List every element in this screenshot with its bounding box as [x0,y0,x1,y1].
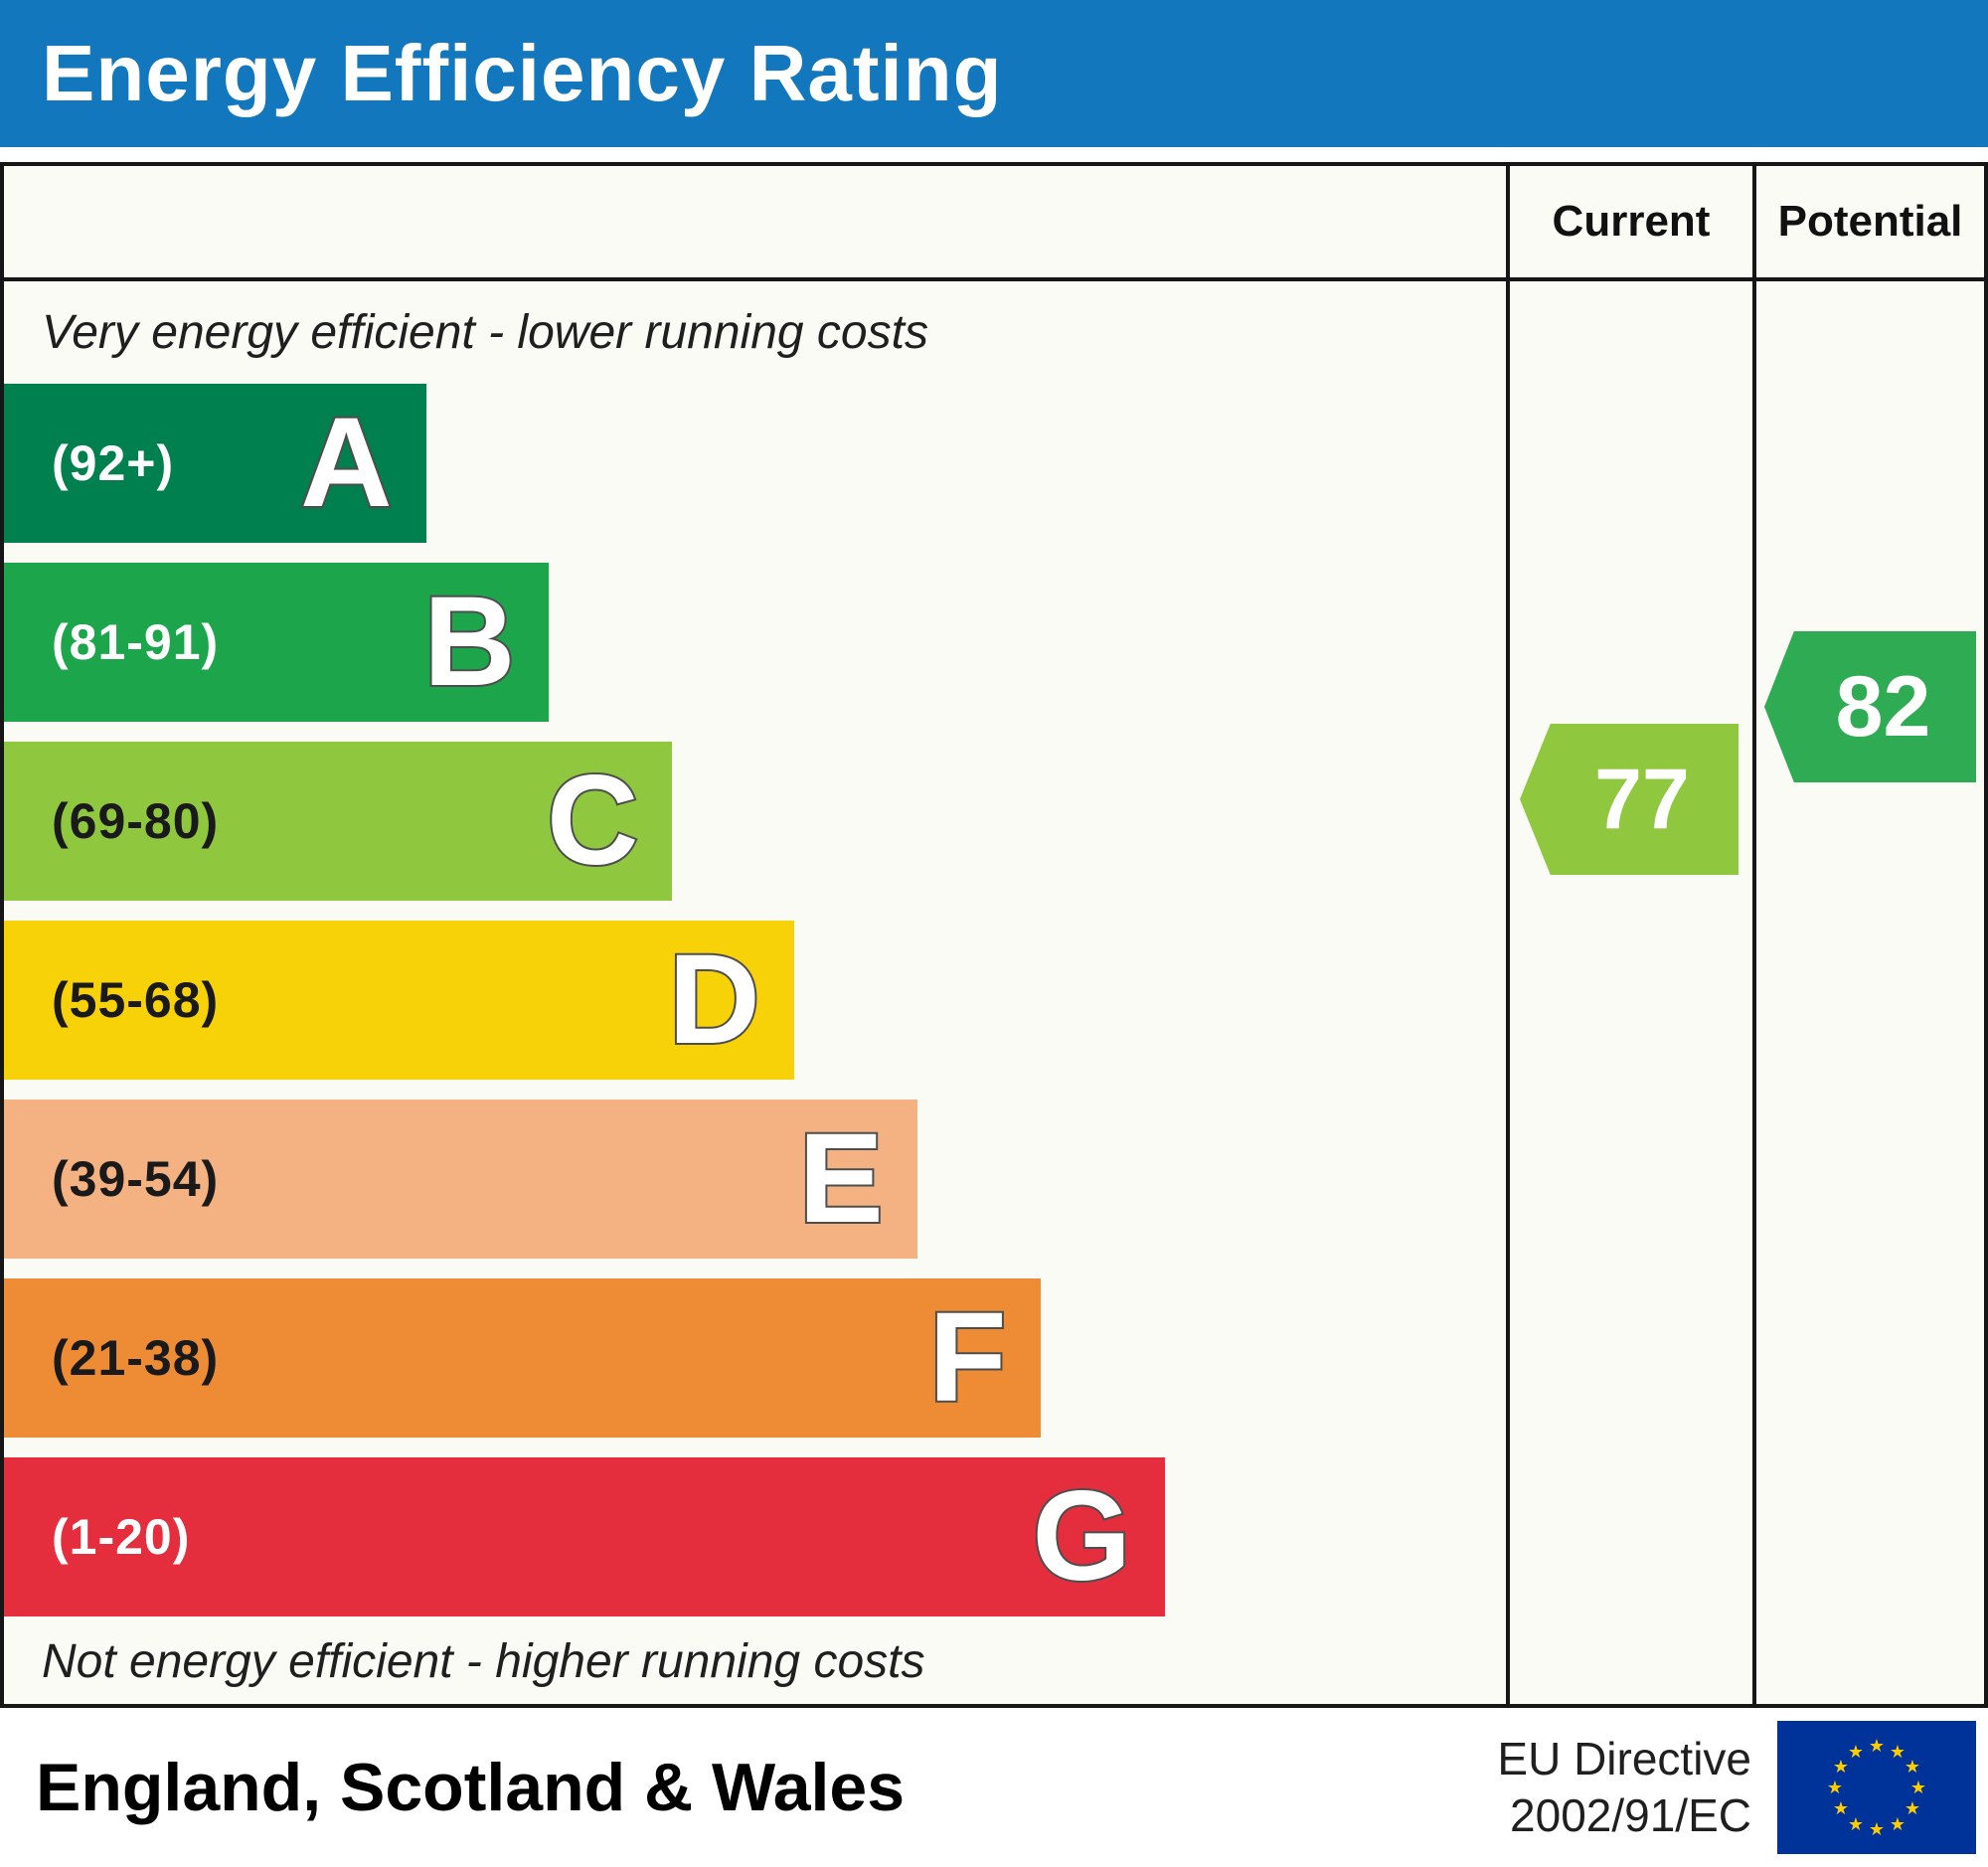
eu-directive-label: EU Directive 2002/91/EC [1497,1731,1777,1845]
chart-header-row: Current Potential [4,166,1984,281]
eu-flag-field [1777,1721,1976,1854]
band-e-letter: E [796,1107,885,1250]
svg-text:★: ★ [1869,1819,1885,1840]
region-label: England, Scotland & Wales [36,1750,906,1825]
band-c: (69-80) C [4,742,673,901]
band-area: Very energy efficient - lower running co… [4,281,1506,1704]
potential-rating-arrow: 82 [1764,631,1976,782]
current-rating-column: 77 [1506,281,1752,1704]
svg-text:★: ★ [1905,1798,1920,1819]
svg-text:★: ★ [1833,1757,1849,1778]
band-e-range-label: (39-54) [52,1151,220,1207]
svg-text:★: ★ [1905,1757,1920,1778]
band-a: (92+) A [4,384,426,543]
band-d-letter: D [666,929,761,1071]
band-f-range-label: (21-38) [52,1330,220,1386]
svg-text:★: ★ [1869,1736,1885,1757]
band-a-range-label: (92+) [52,435,175,491]
eu-directive-line2: 2002/91/EC [1510,1789,1751,1841]
svg-text:★: ★ [1827,1778,1843,1798]
potential-rating-value: 82 [1835,658,1931,755]
svg-text:★: ★ [1833,1798,1849,1819]
band-g-range-label: (1-20) [52,1509,191,1565]
band-g: (1-20) G [4,1457,1165,1616]
svg-text:★: ★ [1848,1742,1864,1763]
eu-flag-icon: ★ ★ ★ ★ ★ ★ ★ ★ ★ ★ ★ ★ [1777,1721,1976,1854]
potential-column-header: Potential [1752,166,1984,277]
band-b-range-label: (81-91) [52,614,220,670]
rating-chart: Current Potential Very energy efficient … [0,162,1988,1708]
footer: England, Scotland & Wales EU Directive 2… [0,1708,1988,1867]
band-c-letter: C [545,750,640,892]
band-b-letter: B [421,571,517,713]
title-bar: Energy Efficiency Rating [0,0,1988,147]
svg-text:★: ★ [1910,1778,1926,1798]
eu-directive-line1: EU Directive [1497,1732,1751,1784]
current-rating-value: 77 [1594,751,1690,847]
band-a-letter: A [298,392,394,534]
current-header-label: Current [1552,197,1711,246]
band-g-letter: G [1030,1465,1133,1608]
current-rating-arrow: 77 [1520,724,1739,875]
chart-body: Very energy efficient - lower running co… [4,281,1984,1704]
svg-text:★: ★ [1890,1742,1905,1763]
top-note: Very energy efficient - lower running co… [42,306,928,359]
chart-header-spacer [4,166,1506,277]
band-f-letter: F [926,1286,1008,1429]
band-d: (55-68) D [4,921,794,1080]
svg-text:★: ★ [1890,1814,1905,1835]
band-f: (21-38) F [4,1278,1041,1438]
current-column-header: Current [1506,166,1752,277]
bottom-note: Not energy efficient - higher running co… [42,1635,925,1688]
band-e: (39-54) E [4,1100,917,1259]
page-title: Energy Efficiency Rating [42,29,1003,117]
band-b: (81-91) B [4,563,550,722]
rating-bands: (92+) A (81-91) B (69-80) C (55-68) D [4,384,1506,1616]
potential-rating-column: 82 [1752,281,1984,1704]
svg-text:★: ★ [1848,1814,1864,1835]
band-d-range-label: (55-68) [52,972,220,1028]
band-c-range-label: (69-80) [52,793,220,849]
potential-header-label: Potential [1777,197,1963,246]
